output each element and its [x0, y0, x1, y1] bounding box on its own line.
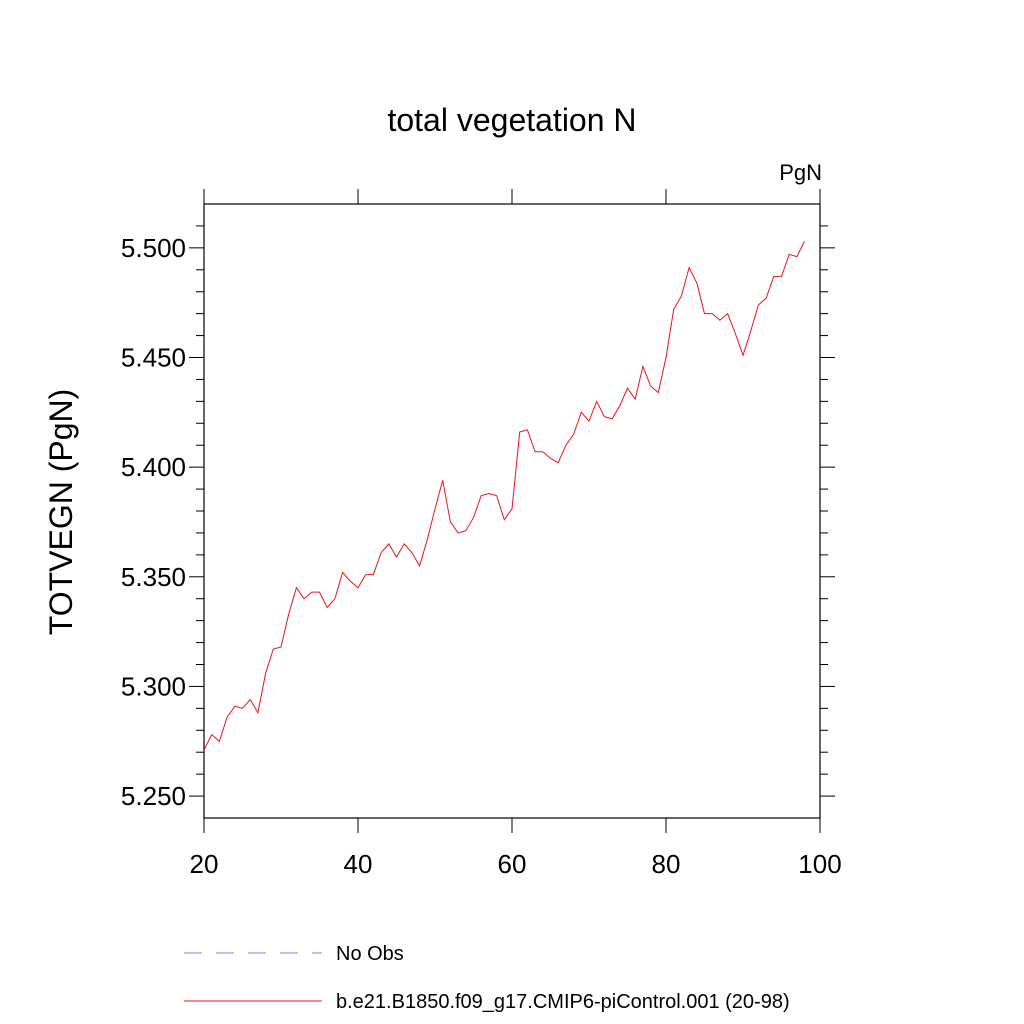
units-label: PgN	[779, 160, 822, 185]
y-tick-label: 5.500	[121, 233, 186, 263]
x-tick-label: 20	[190, 849, 219, 879]
x-tick-labels: 20 40 60 80 100	[190, 849, 842, 879]
legend-label: No Obs	[336, 943, 404, 965]
x-tick-label: 60	[498, 849, 527, 879]
y-tick-labels: 5.250 5.300 5.350 5.400 5.450 5.500	[121, 233, 186, 811]
x-tick-label: 40	[344, 849, 373, 879]
y-tick-label: 5.450	[121, 343, 186, 373]
x-tick-label: 80	[652, 849, 681, 879]
y-tick-label: 5.350	[121, 562, 186, 592]
y-axis-label: TOTVEGN (PgN)	[43, 389, 79, 636]
plot-frame	[203, 203, 821, 819]
x-tick-label: 100	[798, 849, 841, 879]
y-tick-label: 5.400	[121, 452, 186, 482]
y-tick-label: 5.250	[121, 781, 186, 811]
legend: No Obs b.e21.B1850.f09_g17.CMIP6-piContro…	[184, 943, 790, 1013]
chart-title: total vegetation N	[387, 102, 636, 138]
legend-label: b.e21.B1850.f09_g17.CMIP6-piControl.001 …	[336, 991, 790, 1013]
y-tick-label: 5.300	[121, 671, 186, 701]
series-layer	[203, 241, 806, 751]
axis-ticks	[189, 189, 835, 833]
series-line	[203, 241, 806, 751]
